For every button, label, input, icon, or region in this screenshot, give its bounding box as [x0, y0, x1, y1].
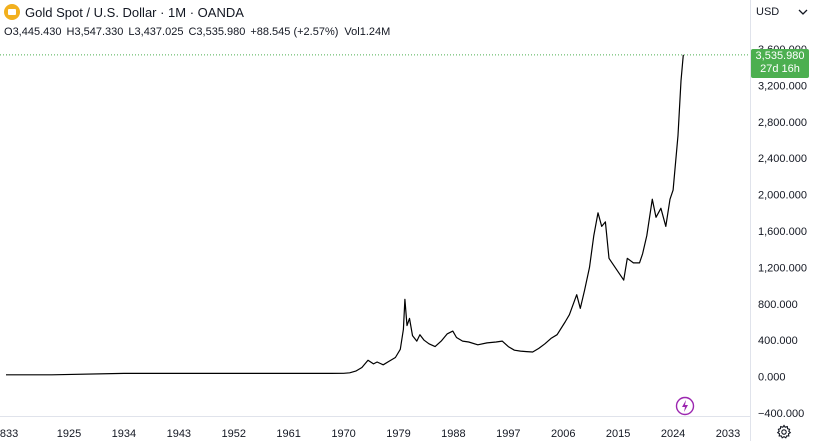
volume-value: 1.24M [359, 26, 391, 38]
y-tick-label: 2,800.000 [758, 117, 807, 129]
change-value: +88.545 (+2.57%) [250, 26, 339, 38]
x-tick-label: 1961 [276, 428, 300, 440]
x-tick-label: 1925 [57, 428, 81, 440]
x-tick-label: 2015 [606, 428, 630, 440]
time-axis-border [0, 416, 750, 417]
gear-icon[interactable] [776, 424, 792, 440]
x-tick-label: 1934 [112, 428, 136, 440]
bar-countdown: 27d 16h [760, 63, 800, 75]
open-value: 3,445.430 [12, 26, 62, 38]
lightning-icon[interactable] [675, 396, 695, 416]
low-value: 3,437.025 [134, 26, 184, 38]
y-tick-label: −400.000 [758, 408, 804, 420]
last-price-value: 3,535.980 [755, 50, 805, 62]
x-tick-label: 2024 [661, 428, 685, 440]
y-tick-label: 0.000 [758, 372, 786, 384]
x-tick-label: 1979 [386, 428, 410, 440]
x-tick-label: 2006 [551, 428, 575, 440]
y-tick-label: 800.000 [758, 299, 798, 311]
x-tick-label: 1988 [441, 428, 465, 440]
currency-selector[interactable]: USD [752, 0, 814, 24]
x-tick-label: 1952 [222, 428, 246, 440]
x-tick-label: 1833 [0, 428, 18, 440]
low-key: L [128, 26, 135, 38]
symbol-title[interactable]: Gold Spot / U.S. Dollar · 1M · OANDA [25, 4, 244, 20]
y-tick-label: 400.000 [758, 335, 798, 347]
high-key: H [66, 26, 75, 38]
volume-key: Vol [344, 26, 360, 38]
y-tick-label: 3,200.000 [758, 80, 807, 92]
close-key: C [188, 26, 197, 38]
x-tick-label: 2033 [716, 428, 740, 440]
high-value: 3,547.330 [74, 26, 124, 38]
chevron-down-icon [798, 7, 808, 17]
currency-label: USD [756, 6, 780, 18]
ohlc-legend: O 3,445.430 H 3,547.330 L 3,437.025 C 3,… [4, 24, 390, 40]
symbol-legend[interactable]: Gold Spot / U.S. Dollar · 1M · OANDA [4, 3, 244, 21]
price-series-line [6, 54, 684, 376]
x-tick-label: 1943 [167, 428, 191, 440]
y-tick-label: 2,000.000 [758, 190, 807, 202]
gold-logo-icon [4, 4, 20, 20]
x-tick-label: 1970 [331, 428, 355, 440]
y-tick-label: 2,400.000 [758, 153, 807, 165]
price-axis-border [750, 0, 751, 441]
open-key: O [4, 26, 13, 38]
y-tick-label: 1,200.000 [758, 262, 807, 274]
x-tick-label: 1997 [496, 428, 520, 440]
last-price-badge: 3,535.980 27d 16h [751, 49, 809, 78]
close-value: 3,535.980 [196, 26, 246, 38]
y-tick-label: 1,600.000 [758, 226, 807, 238]
